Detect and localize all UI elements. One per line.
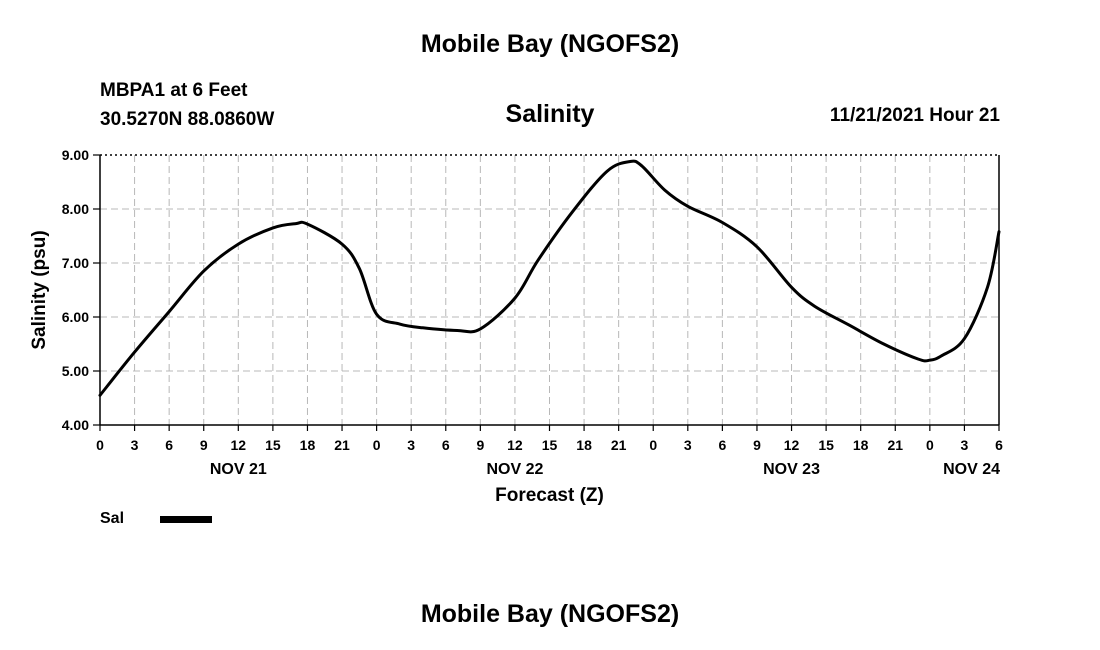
x-tick-label: 3	[684, 437, 692, 453]
x-tick-label: 9	[476, 437, 484, 453]
x-tick-label: 6	[718, 437, 726, 453]
x-tick-label: 15	[542, 437, 558, 453]
x-tick-label: 6	[442, 437, 450, 453]
day-label: NOV 21	[210, 461, 267, 478]
x-tick-label: 0	[96, 437, 104, 453]
legend-label: Sal	[100, 510, 125, 527]
forecast-timestamp: 11/21/2021 Hour 21	[829, 105, 1000, 126]
x-tick-label: 3	[407, 437, 415, 453]
y-tick-label: 8.00	[62, 201, 89, 217]
x-tick-label: 12	[507, 437, 523, 453]
station-coordinates: 30.5270N 88.0860W	[100, 109, 275, 130]
y-tick-label: 6.00	[62, 309, 89, 325]
y-tick-label: 9.00	[62, 147, 89, 163]
day-label: NOV 23	[763, 461, 820, 478]
x-tick-label: 6	[995, 437, 1003, 453]
station-name: MBPA1 at 6 Feet	[100, 80, 248, 101]
y-tick-label: 5.00	[62, 363, 89, 379]
x-tick-label: 18	[576, 437, 592, 453]
station-info: MBPA1 at 6 Feet 30.5270N 88.0860W	[100, 76, 274, 134]
day-label: NOV 24	[943, 461, 1000, 478]
x-tick-label: 0	[926, 437, 934, 453]
x-tick-label: 9	[753, 437, 761, 453]
series-line-sal	[98, 159, 1001, 397]
y-axis-title: Salinity (psu)	[29, 230, 50, 349]
main-title: Mobile Bay (NGOFS2)	[420, 30, 680, 58]
y-tick-label: 4.00	[62, 417, 89, 433]
x-tick-label: 18	[300, 437, 316, 453]
x-tick-label: 0	[649, 437, 657, 453]
x-tick-label: 6	[165, 437, 173, 453]
y-tick-label: 7.00	[62, 255, 89, 271]
x-tick-label: 18	[853, 437, 869, 453]
x-tick-label: 3	[131, 437, 139, 453]
x-tick-label: 12	[231, 437, 247, 453]
x-tick-label: 15	[265, 437, 281, 453]
day-label: NOV 22	[486, 461, 543, 478]
x-tick-label: 0	[373, 437, 381, 453]
chart-title: Salinity	[505, 100, 595, 128]
legend-swatch	[160, 516, 212, 523]
x-tick-label: 15	[818, 437, 834, 453]
footer-title: Mobile Bay (NGOFS2)	[420, 600, 680, 628]
x-tick-label: 21	[334, 437, 350, 453]
x-tick-label: 9	[200, 437, 208, 453]
x-tick-label: 21	[611, 437, 627, 453]
x-tick-label: 12	[784, 437, 800, 453]
x-tick-label: 21	[887, 437, 903, 453]
x-tick-label: 3	[961, 437, 969, 453]
x-axis-title: Forecast (Z)	[495, 485, 604, 506]
